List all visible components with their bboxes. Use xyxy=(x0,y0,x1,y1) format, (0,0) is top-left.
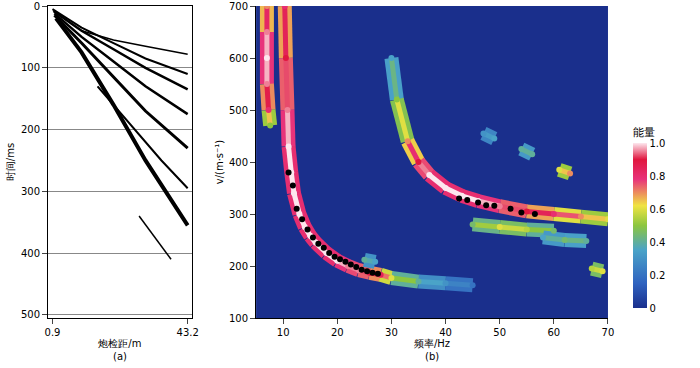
svg-text:500: 500 xyxy=(21,309,40,320)
svg-text:400: 400 xyxy=(21,248,40,259)
svg-text:20: 20 xyxy=(331,327,344,338)
svg-text:频率/Hz: 频率/Hz xyxy=(414,338,450,349)
svg-text:0: 0 xyxy=(34,1,40,12)
svg-text:50: 50 xyxy=(493,327,506,338)
svg-text:200: 200 xyxy=(21,124,40,135)
svg-text:60: 60 xyxy=(547,327,560,338)
svg-text:能量: 能量 xyxy=(633,126,655,139)
svg-text:0.9: 0.9 xyxy=(45,327,61,338)
svg-text:0.2: 0.2 xyxy=(650,270,666,281)
svg-text:v/(m·s⁻¹): v/(m·s⁻¹) xyxy=(214,140,225,185)
svg-text:300: 300 xyxy=(229,209,248,220)
svg-text:600: 600 xyxy=(229,53,248,64)
svg-text:200: 200 xyxy=(229,261,248,272)
svg-text:0.6: 0.6 xyxy=(650,204,666,215)
svg-text:30: 30 xyxy=(385,327,398,338)
svg-text:300: 300 xyxy=(21,186,40,197)
svg-text:70: 70 xyxy=(602,327,615,338)
svg-text:10: 10 xyxy=(277,327,290,338)
svg-text:0: 0 xyxy=(650,303,656,314)
svg-text:700: 700 xyxy=(229,1,248,12)
svg-text:40: 40 xyxy=(439,327,452,338)
svg-text:炮检距/m: 炮检距/m xyxy=(98,338,141,349)
svg-text:时间/ms: 时间/ms xyxy=(5,143,16,181)
svg-text:500: 500 xyxy=(229,105,248,116)
svg-text:1.0: 1.0 xyxy=(650,138,666,149)
svg-text:400: 400 xyxy=(229,157,248,168)
svg-text:100: 100 xyxy=(21,62,40,73)
svg-text:(b): (b) xyxy=(425,351,439,362)
svg-text:100: 100 xyxy=(229,313,248,324)
svg-text:0.8: 0.8 xyxy=(650,171,666,182)
svg-text:0.4: 0.4 xyxy=(650,237,666,248)
svg-text:(a): (a) xyxy=(113,351,127,362)
svg-text:43.2: 43.2 xyxy=(177,327,199,338)
